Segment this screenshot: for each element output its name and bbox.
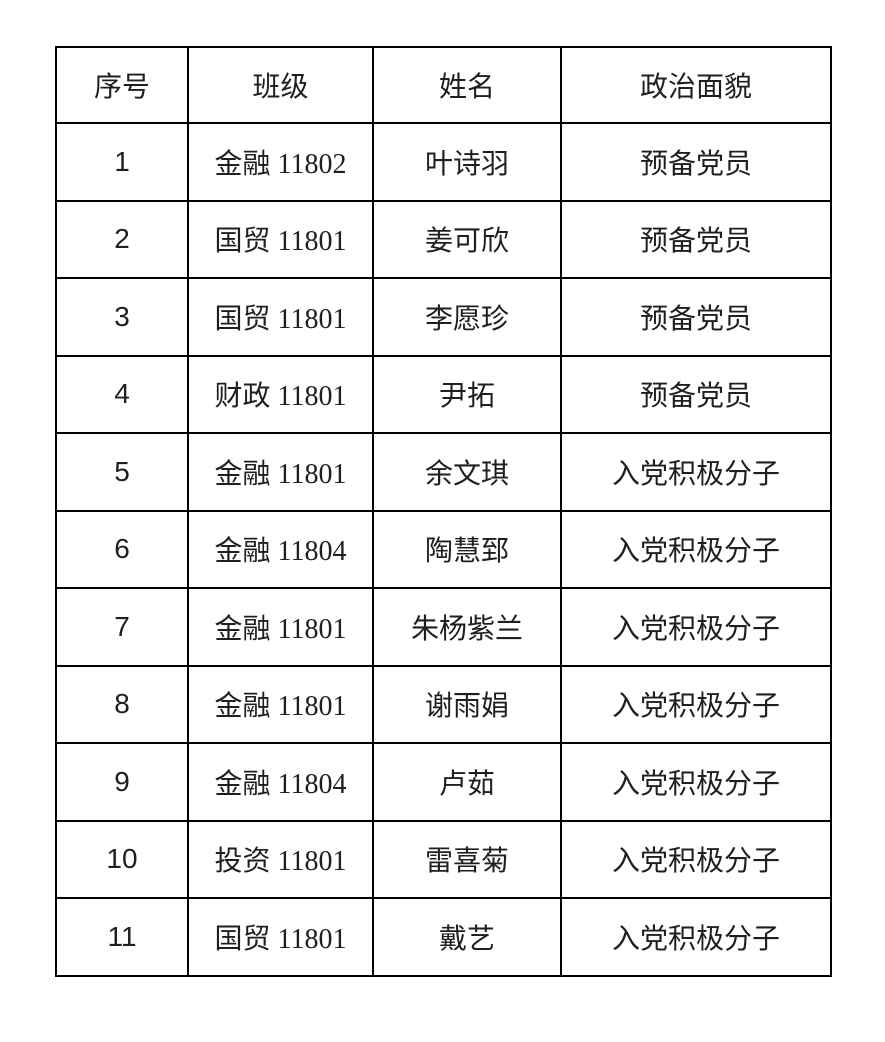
class-dept: 国贸	[214, 225, 271, 257]
cell-status: 预备党员	[560, 122, 832, 202]
table-row: 9 金融 11804 卢茹 入党积极分子	[55, 742, 832, 822]
table-row: 8 金融 11801 谢雨娟 入党积极分子	[55, 664, 832, 744]
cell-status: 入党积极分子	[560, 432, 832, 512]
cell-name: 陶慧郅	[372, 509, 562, 589]
class-number: 11802	[277, 148, 347, 180]
cell-name: 雷喜菊	[372, 819, 562, 899]
class-number: 11801	[277, 303, 347, 335]
table-row: 7 金融 11801 朱杨紫兰 入党积极分子	[55, 587, 832, 667]
cell-serial: 10	[55, 819, 189, 899]
class-number: 11801	[277, 613, 347, 645]
cell-class: 投资 11801	[187, 819, 374, 899]
class-dept: 金融	[214, 767, 271, 799]
class-dept: 金融	[214, 147, 271, 179]
cell-status: 入党积极分子	[560, 664, 832, 744]
table-row: 11 国贸 11801 戴艺 入党积极分子	[55, 897, 832, 977]
cell-class: 国贸 11801	[187, 897, 374, 977]
cell-class: 金融 11801	[187, 587, 374, 667]
table-header: 序号 班级 姓名 政治面貌	[55, 46, 832, 124]
cell-status: 预备党员	[560, 277, 832, 357]
cell-name: 谢雨娟	[372, 664, 562, 744]
class-number: 11801	[277, 226, 347, 258]
table-row: 2 国贸 11801 姜可欣 预备党员	[55, 199, 832, 279]
class-number: 11801	[277, 691, 347, 723]
cell-name: 李愿珍	[372, 277, 562, 357]
cell-name: 朱杨紫兰	[372, 587, 562, 667]
table-row: 4 财政 11801 尹拓 预备党员	[55, 354, 832, 434]
cell-serial: 2	[55, 199, 189, 279]
cell-status: 入党积极分子	[560, 742, 832, 822]
cell-serial: 3	[55, 277, 189, 357]
cell-class: 金融 11804	[187, 509, 374, 589]
table-row: 3 国贸 11801 李愿珍 预备党员	[55, 277, 832, 357]
cell-serial: 1	[55, 122, 189, 202]
header-status: 政治面貌	[560, 46, 832, 124]
class-dept: 国贸	[214, 922, 271, 954]
header-name: 姓名	[372, 46, 562, 124]
table-row: 6 金融 11804 陶慧郅 入党积极分子	[55, 509, 832, 589]
cell-name: 姜可欣	[372, 199, 562, 279]
cell-name: 戴艺	[372, 897, 562, 977]
class-dept: 金融	[214, 690, 271, 722]
cell-status: 预备党员	[560, 199, 832, 279]
table-row: 1 金融 11802 叶诗羽 预备党员	[55, 122, 832, 202]
cell-status: 入党积极分子	[560, 587, 832, 667]
class-dept: 国贸	[214, 302, 271, 334]
cell-serial: 6	[55, 509, 189, 589]
table-row: 10 投资 11801 雷喜菊 入党积极分子	[55, 819, 832, 899]
class-number: 11804	[277, 536, 347, 568]
cell-status: 预备党员	[560, 354, 832, 434]
class-number: 11804	[277, 768, 347, 800]
cell-status: 入党积极分子	[560, 897, 832, 977]
cell-class: 金融 11802	[187, 122, 374, 202]
cell-name: 卢茹	[372, 742, 562, 822]
cell-class: 金融 11801	[187, 664, 374, 744]
header-serial: 序号	[55, 46, 189, 124]
class-dept: 财政	[214, 380, 271, 412]
class-number: 11801	[277, 846, 347, 878]
cell-serial: 9	[55, 742, 189, 822]
cell-class: 金融 11804	[187, 742, 374, 822]
class-dept: 投资	[214, 845, 271, 877]
class-dept: 金融	[214, 457, 271, 489]
cell-class: 国贸 11801	[187, 277, 374, 357]
cell-name: 余文琪	[372, 432, 562, 512]
class-number: 11801	[277, 458, 347, 490]
cell-class: 金融 11801	[187, 432, 374, 512]
class-dept: 金融	[214, 535, 271, 567]
cell-class: 财政 11801	[187, 354, 374, 434]
cell-status: 入党积极分子	[560, 509, 832, 589]
cell-name: 尹拓	[372, 354, 562, 434]
header-class: 班级	[187, 46, 374, 124]
cell-status: 入党积极分子	[560, 819, 832, 899]
class-number: 11801	[277, 923, 347, 955]
cell-serial: 7	[55, 587, 189, 667]
cell-serial: 11	[55, 897, 189, 977]
table-row: 5 金融 11801 余文琪 入党积极分子	[55, 432, 832, 512]
student-roster-table: 序号 班级 姓名 政治面貌 1 金融 11802 叶诗羽 预备党员 2 国贸 118…	[55, 46, 832, 977]
class-number: 11801	[277, 381, 347, 413]
table-body: 1 金融 11802 叶诗羽 预备党员 2 国贸 11801 姜可欣 预备党员 3 …	[55, 122, 832, 977]
class-dept: 金融	[214, 612, 271, 644]
cell-serial: 8	[55, 664, 189, 744]
cell-name: 叶诗羽	[372, 122, 562, 202]
header-row: 序号 班级 姓名 政治面貌	[55, 46, 832, 124]
cell-serial: 4	[55, 354, 189, 434]
cell-class: 国贸 11801	[187, 199, 374, 279]
cell-serial: 5	[55, 432, 189, 512]
